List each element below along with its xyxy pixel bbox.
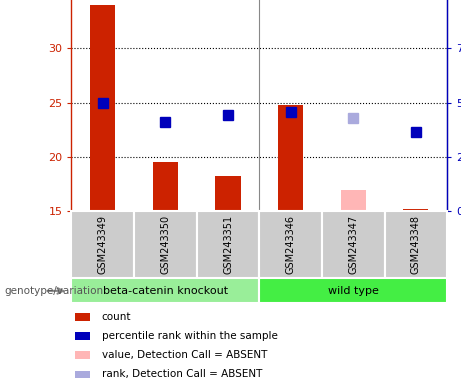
Text: GSM243348: GSM243348: [411, 215, 421, 274]
Text: percentile rank within the sample: percentile rank within the sample: [101, 331, 278, 341]
Bar: [75, 313, 90, 321]
Bar: [153, 162, 178, 211]
Bar: [215, 177, 241, 211]
Bar: [75, 351, 90, 359]
Bar: [322, 211, 384, 278]
Text: wild type: wild type: [328, 286, 378, 296]
Bar: [71, 211, 134, 278]
Bar: [259, 278, 447, 303]
Bar: [197, 211, 259, 278]
Text: rank, Detection Call = ABSENT: rank, Detection Call = ABSENT: [101, 369, 262, 379]
Bar: [341, 190, 366, 211]
Text: beta-catenin knockout: beta-catenin knockout: [103, 286, 228, 296]
Bar: [90, 5, 115, 211]
Bar: [134, 211, 197, 278]
Bar: [75, 332, 90, 340]
Text: GSM243351: GSM243351: [223, 215, 233, 274]
Bar: [403, 209, 428, 211]
Text: GSM243349: GSM243349: [98, 215, 108, 274]
Text: GSM243347: GSM243347: [348, 215, 358, 274]
Bar: [278, 105, 303, 211]
Bar: [384, 211, 447, 278]
Bar: [75, 371, 90, 378]
Bar: [71, 278, 259, 303]
Text: genotype/variation: genotype/variation: [5, 286, 104, 296]
Text: GSM243346: GSM243346: [286, 215, 296, 274]
Text: value, Detection Call = ABSENT: value, Detection Call = ABSENT: [101, 350, 267, 360]
Text: count: count: [101, 312, 131, 322]
Bar: [259, 211, 322, 278]
Text: GSM243350: GSM243350: [160, 215, 171, 274]
